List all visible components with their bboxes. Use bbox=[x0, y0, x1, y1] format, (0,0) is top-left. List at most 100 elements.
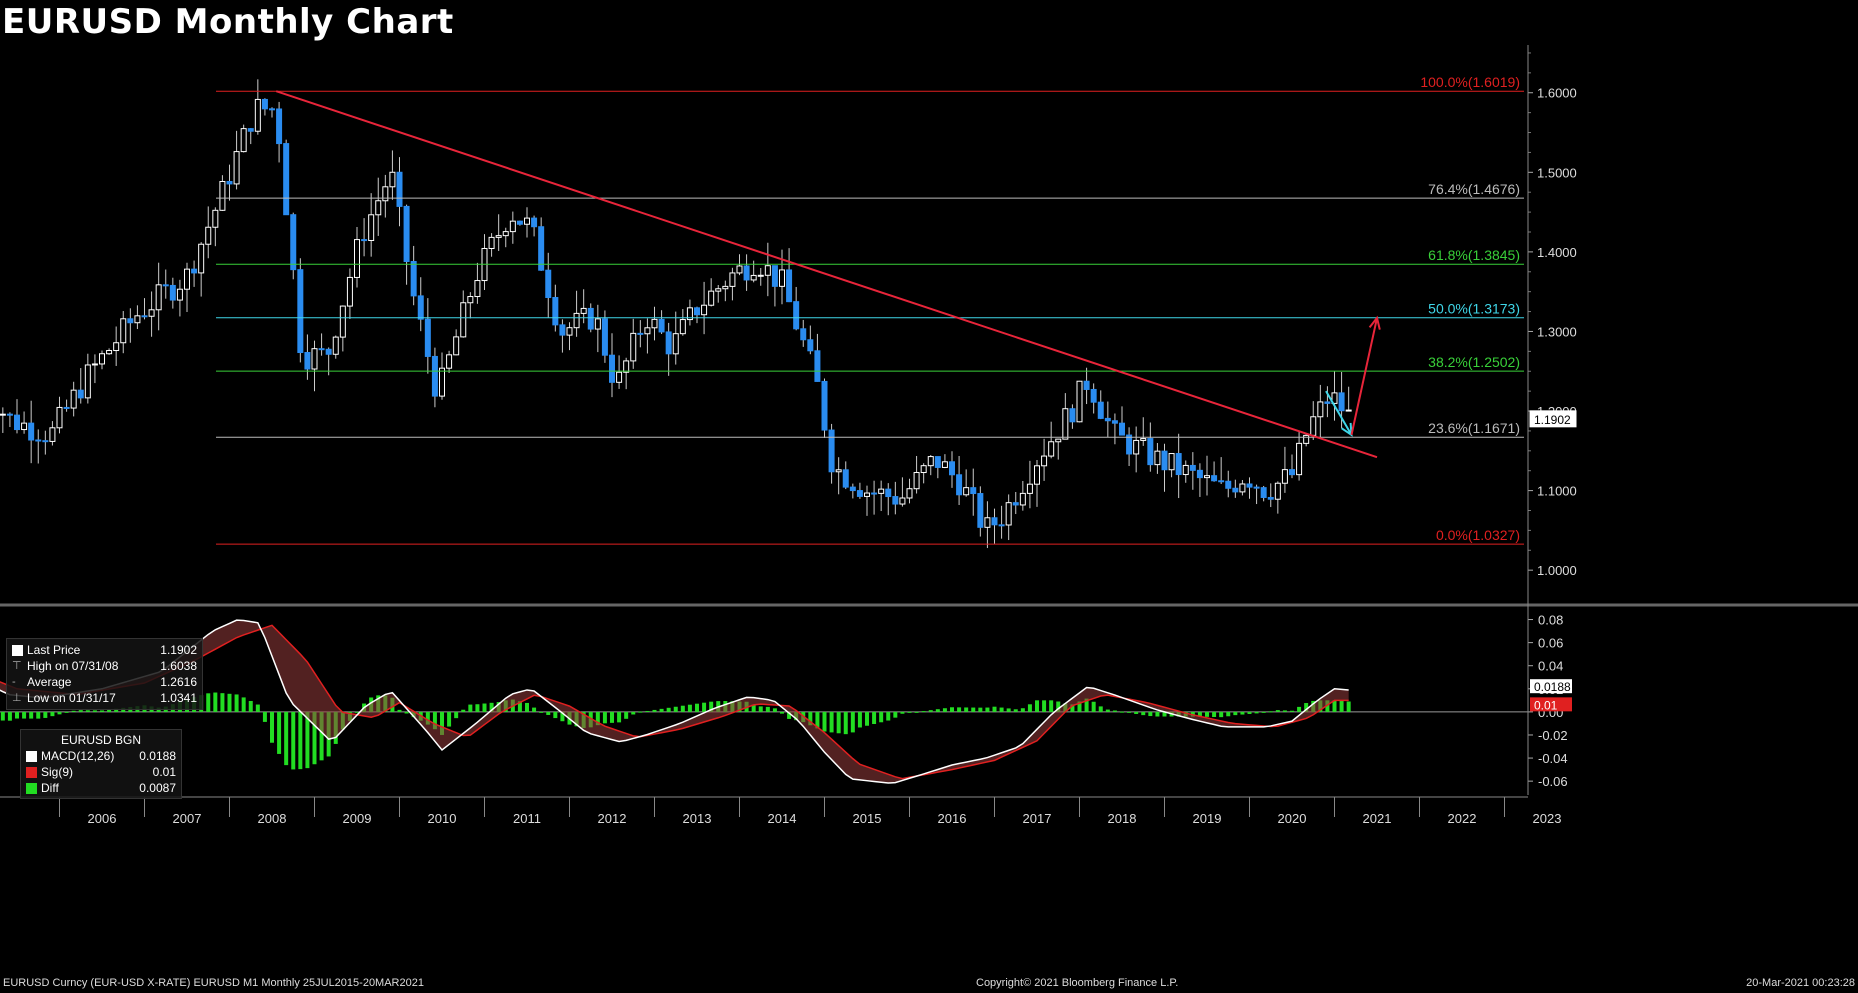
candle-body bbox=[793, 301, 800, 330]
macd-hist-bar bbox=[1006, 708, 1011, 712]
candle-body bbox=[842, 469, 849, 488]
candle-body bbox=[495, 235, 502, 238]
macd-hist-bar bbox=[1304, 703, 1309, 712]
candle-body bbox=[800, 328, 807, 341]
macd-value-tag bbox=[1530, 697, 1572, 712]
macd-hist-bar bbox=[687, 704, 692, 712]
candle-body bbox=[1211, 475, 1218, 482]
candle-body bbox=[1012, 502, 1019, 506]
macd-fill bbox=[0, 620, 1349, 783]
macd-hist-bar bbox=[1346, 701, 1351, 712]
macd-hist-bar bbox=[92, 710, 97, 712]
candle-body bbox=[106, 350, 113, 355]
average-value: 1.2616 bbox=[160, 675, 197, 689]
footer-copyright: Copyright© 2021 Bloomberg Finance L.P. bbox=[976, 977, 1179, 989]
candle-body bbox=[35, 439, 42, 442]
candle-body bbox=[729, 272, 736, 287]
candle-body bbox=[1147, 438, 1154, 466]
macd-hist-bar bbox=[1098, 706, 1103, 712]
macd-hist-bar bbox=[1127, 711, 1132, 713]
macd-hist-bar bbox=[1035, 700, 1039, 712]
candle-body bbox=[176, 288, 183, 301]
candle-body bbox=[42, 440, 49, 443]
candle-body bbox=[1005, 502, 1012, 526]
candle-body bbox=[970, 487, 977, 495]
candle-body bbox=[1111, 420, 1118, 424]
macd-hist-bar bbox=[1226, 711, 1231, 717]
year-label: 2008 bbox=[258, 811, 287, 826]
candle-body bbox=[1218, 480, 1225, 483]
macd-hist-bar bbox=[815, 711, 820, 729]
macd-hist-bar bbox=[234, 694, 239, 712]
macd-hist-bar bbox=[992, 706, 997, 712]
macd-hist-bar bbox=[553, 711, 558, 719]
fib-label: 38.2%(1.2502) bbox=[1428, 354, 1520, 370]
candle-body bbox=[892, 496, 899, 505]
candle-body bbox=[127, 318, 134, 324]
candle-body bbox=[531, 217, 538, 228]
last-price-swatch bbox=[12, 644, 23, 656]
candle-body bbox=[623, 360, 630, 373]
candle-body bbox=[743, 265, 750, 281]
candle-body bbox=[616, 371, 623, 383]
fib-label: 100.0%(1.6019) bbox=[1420, 74, 1520, 90]
candle-body bbox=[771, 265, 778, 287]
candle-body bbox=[354, 239, 360, 278]
macd-hist-bar bbox=[1070, 704, 1075, 712]
macd-hist-bar bbox=[425, 711, 430, 725]
candle-body bbox=[361, 239, 368, 242]
macd-hist-bar bbox=[71, 710, 76, 712]
macd-hist-bar bbox=[0, 711, 5, 721]
macd-hist-bar bbox=[1254, 711, 1259, 714]
candle-body bbox=[963, 487, 970, 496]
macd-hist-bar bbox=[1091, 701, 1096, 712]
candle-body bbox=[764, 265, 771, 276]
low-icon: ⊥ bbox=[12, 691, 22, 704]
macd-hist-bar bbox=[262, 711, 267, 722]
legend-last-price: Last Price 1.1902 bbox=[12, 642, 197, 658]
candle-body bbox=[389, 171, 396, 188]
macd-hist-bar bbox=[355, 711, 359, 713]
candle-body bbox=[233, 151, 240, 185]
candle-body bbox=[1034, 465, 1040, 485]
macd-hist-bar bbox=[57, 711, 62, 715]
macd-hist-bar bbox=[659, 708, 664, 712]
candle-body bbox=[686, 307, 693, 321]
candle-body bbox=[856, 490, 863, 497]
candle-body bbox=[502, 231, 509, 237]
macd-hist-bar bbox=[517, 701, 522, 712]
macd-hist-bar bbox=[1268, 711, 1273, 713]
price-tick-label: 1.0000 bbox=[1537, 563, 1577, 578]
macd-hist-bar bbox=[850, 711, 855, 733]
macd-hist-bar bbox=[1282, 710, 1287, 712]
candle-body bbox=[120, 318, 127, 344]
candle-body bbox=[651, 318, 658, 329]
macd-hist-bar bbox=[893, 711, 898, 718]
macd-hist-bar bbox=[1233, 711, 1238, 716]
candle-body bbox=[814, 350, 821, 382]
macd-hist-bar bbox=[957, 707, 962, 712]
macd-hist-bar bbox=[7, 711, 12, 721]
candle-body bbox=[566, 327, 573, 336]
candle-body bbox=[984, 517, 991, 528]
macd-hist-bar bbox=[1197, 711, 1202, 717]
macd-hist-bar bbox=[560, 711, 565, 722]
macd-hist-bar bbox=[964, 707, 969, 712]
diff-value: 0.0087 bbox=[139, 781, 176, 795]
candle-body bbox=[1189, 464, 1196, 471]
fib-label: 61.8%(1.3845) bbox=[1428, 247, 1520, 263]
macd-hist-bar bbox=[808, 711, 813, 726]
candle-body bbox=[1019, 492, 1026, 506]
candle-body bbox=[956, 474, 963, 496]
macd-hist-bar bbox=[1049, 700, 1054, 712]
macd-hist-bar bbox=[319, 711, 324, 761]
macd-hist-bar bbox=[1247, 711, 1252, 714]
signal-label: Sig(9) bbox=[41, 765, 74, 779]
candle-body bbox=[49, 427, 56, 442]
candle-body bbox=[871, 492, 878, 495]
year-label: 2019 bbox=[1193, 811, 1222, 826]
average-icon: - bbox=[12, 675, 16, 688]
macd-hist-bar bbox=[1261, 711, 1266, 713]
candle-body bbox=[516, 220, 523, 225]
candle-body bbox=[290, 214, 297, 271]
